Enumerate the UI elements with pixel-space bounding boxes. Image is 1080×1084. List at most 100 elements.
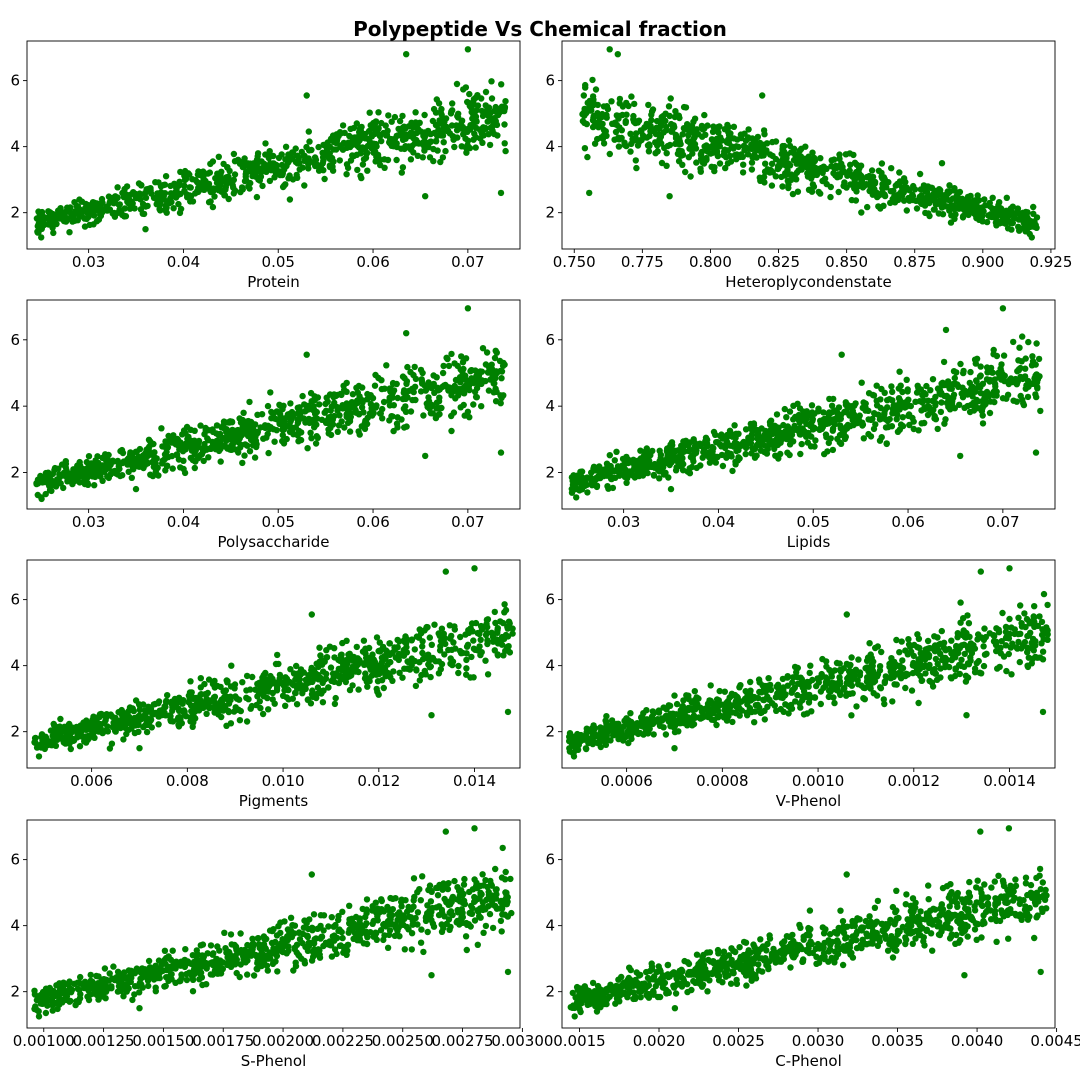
scatter-point [440,370,446,376]
scatter-point [951,392,957,398]
scatter-point [396,670,402,676]
scatter-point [590,115,596,121]
scatter-point [293,663,299,669]
scatter-point [443,115,449,121]
scatter-point [279,426,285,432]
scatter-point [808,175,814,181]
scatter-point [915,427,921,433]
scatter-point [282,674,288,680]
y-tick-label: 2 [10,464,20,482]
scatter-point [973,215,979,221]
scatter-point [312,692,318,698]
scatter-point [900,414,906,420]
scatter-point [498,449,504,455]
scatter-point [347,126,353,132]
scatter-point [616,143,622,149]
scatter-point [282,703,288,709]
scatter-point [307,678,313,684]
scatter-point [672,141,678,147]
scatter-point [1017,659,1023,665]
scatter-point [205,690,211,696]
scatter-point [398,416,404,422]
scatter-point [601,127,607,133]
scatter-point [1021,220,1027,226]
scatter-point [1000,305,1006,311]
scatter-point [38,234,44,240]
scatter-point [437,632,443,638]
scatter-point [935,426,941,432]
scatter-point [808,443,814,449]
scatter-point [1023,209,1029,215]
x-tick-label: 0.07 [451,253,484,271]
scatter-point [340,147,346,153]
scatter-point [612,457,618,463]
scatter-point [307,430,313,436]
scatter-point [489,375,495,381]
scatter-point [389,413,395,419]
scatter-point [265,403,271,409]
scatter-point [328,664,334,670]
scatter-point [638,464,644,470]
scatter-point [323,671,329,677]
scatter-point [433,109,439,115]
scatter-point [188,427,194,433]
scatter-point [660,113,666,119]
scatter-point [740,162,746,168]
scatter-point [769,182,775,188]
scatter-point [174,441,180,447]
scatter-point [310,417,316,423]
scatter-point [195,180,201,186]
scatter-point [452,626,458,632]
scatter-point [316,645,322,651]
scatter-point [155,700,161,706]
scatter-point [59,727,65,733]
scatter-point [830,396,836,402]
scatter-point [761,131,767,137]
scatter-point [917,171,923,177]
scatter-point [476,631,482,637]
scatter-point [838,425,844,431]
scatter-point [1019,333,1025,339]
scatter-point [1022,355,1028,361]
scatter-point [344,414,350,420]
x-tick-label: 0.03 [72,253,105,271]
scatter-point [434,133,440,139]
scatter-point [364,168,370,174]
scatter-point [343,389,349,395]
scatter-point [486,364,492,370]
scatter-point [191,714,197,720]
scatter-point [119,707,125,713]
scatter-point [509,625,515,631]
scatter-point [428,712,434,718]
scatter-point [706,449,712,455]
scatter-point [419,380,425,386]
scatter-point [858,209,864,215]
scatter-point [502,98,508,104]
scatter-point [722,148,728,154]
scatter-point [113,719,119,725]
scatter-point [600,467,606,473]
scatter-point [279,680,285,686]
scatter-point [460,650,466,656]
scatter-point [88,727,94,733]
scatter-point [325,684,331,690]
scatter-point [389,119,395,125]
scatter-point [922,210,928,216]
scatter-point [222,705,228,711]
scatter-point [87,733,93,739]
scatter-point [1006,381,1012,387]
scatter-point [443,383,449,389]
scatter-point [711,164,717,170]
scatter-point [865,174,871,180]
scatter-point [86,453,92,459]
scatter-point [324,654,330,660]
scatter-point [201,187,207,193]
scatter-point [877,438,883,444]
scatter-point [984,219,990,225]
scatter-point [63,461,69,467]
scatter-point [627,148,633,154]
scatter-point [412,364,418,370]
scatter-point [81,215,87,221]
scatter-point [466,91,472,97]
scatter-point [84,459,90,465]
